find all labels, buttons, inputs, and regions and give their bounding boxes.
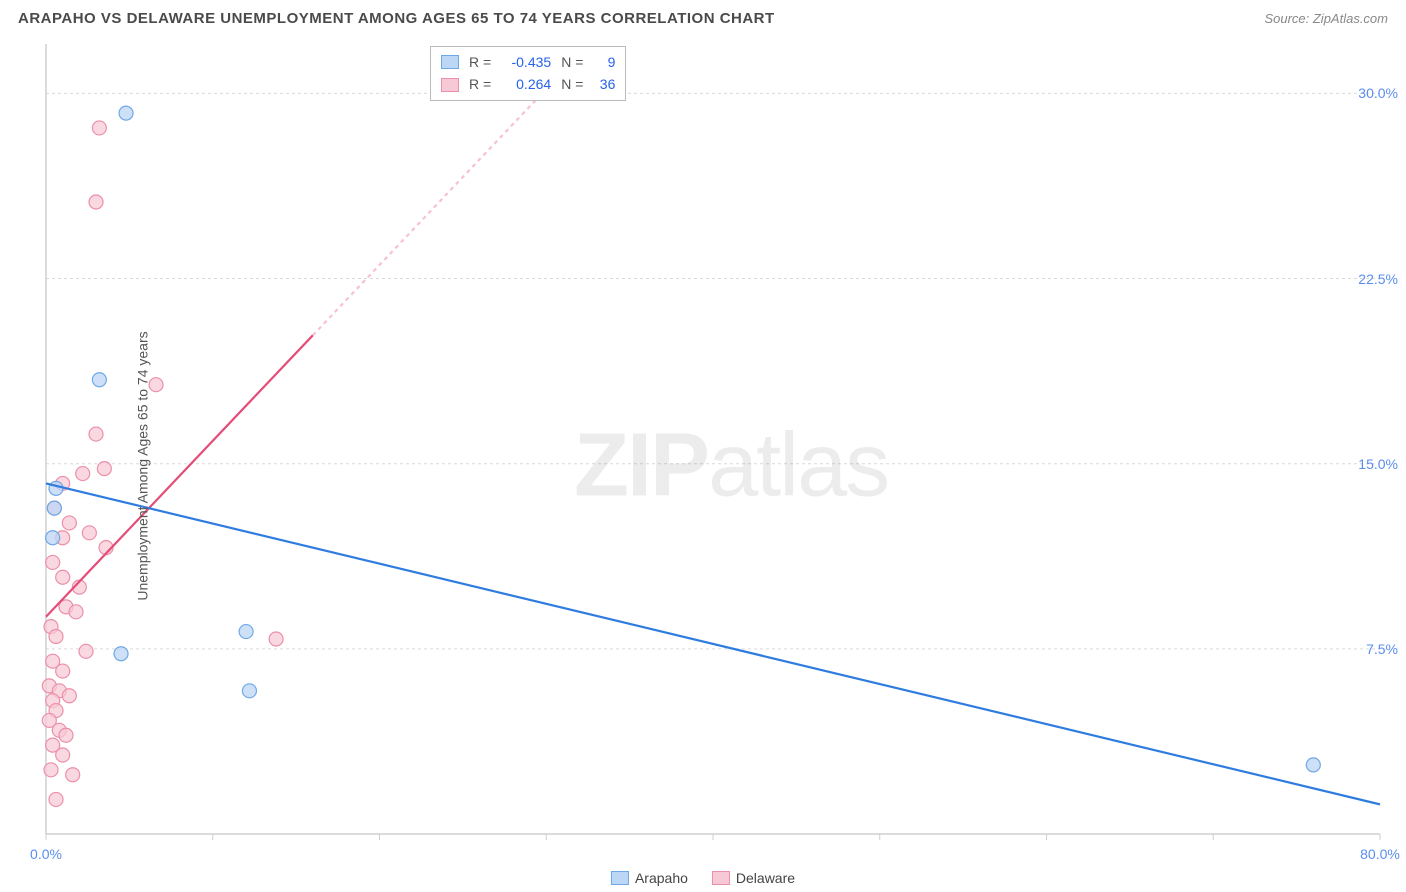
scatter-plot: [0, 40, 1406, 892]
legend-swatch-arapaho: [441, 55, 459, 69]
legend-series: Arapaho Delaware: [611, 870, 795, 886]
legend-swatch-arapaho-bottom: [611, 871, 629, 885]
chart-header: ARAPAHO VS DELAWARE UNEMPLOYMENT AMONG A…: [0, 0, 1406, 33]
legend-item-delaware: Delaware: [712, 870, 795, 886]
legend-swatch-delaware-bottom: [712, 871, 730, 885]
legend-row-arapaho: R = -0.435 N = 9: [441, 51, 615, 73]
legend-swatch-delaware: [441, 78, 459, 92]
y-axis-label: Unemployment Among Ages 65 to 74 years: [135, 331, 151, 600]
chart-title: ARAPAHO VS DELAWARE UNEMPLOYMENT AMONG A…: [18, 10, 775, 27]
legend-item-arapaho: Arapaho: [611, 870, 688, 886]
chart-area: Unemployment Among Ages 65 to 74 years Z…: [0, 40, 1406, 892]
source-label: Source: ZipAtlas.com: [1264, 11, 1388, 26]
legend-row-delaware: R = 0.264 N = 36: [441, 73, 615, 95]
legend-stats: R = -0.435 N = 9 R = 0.264 N = 36: [430, 46, 626, 101]
